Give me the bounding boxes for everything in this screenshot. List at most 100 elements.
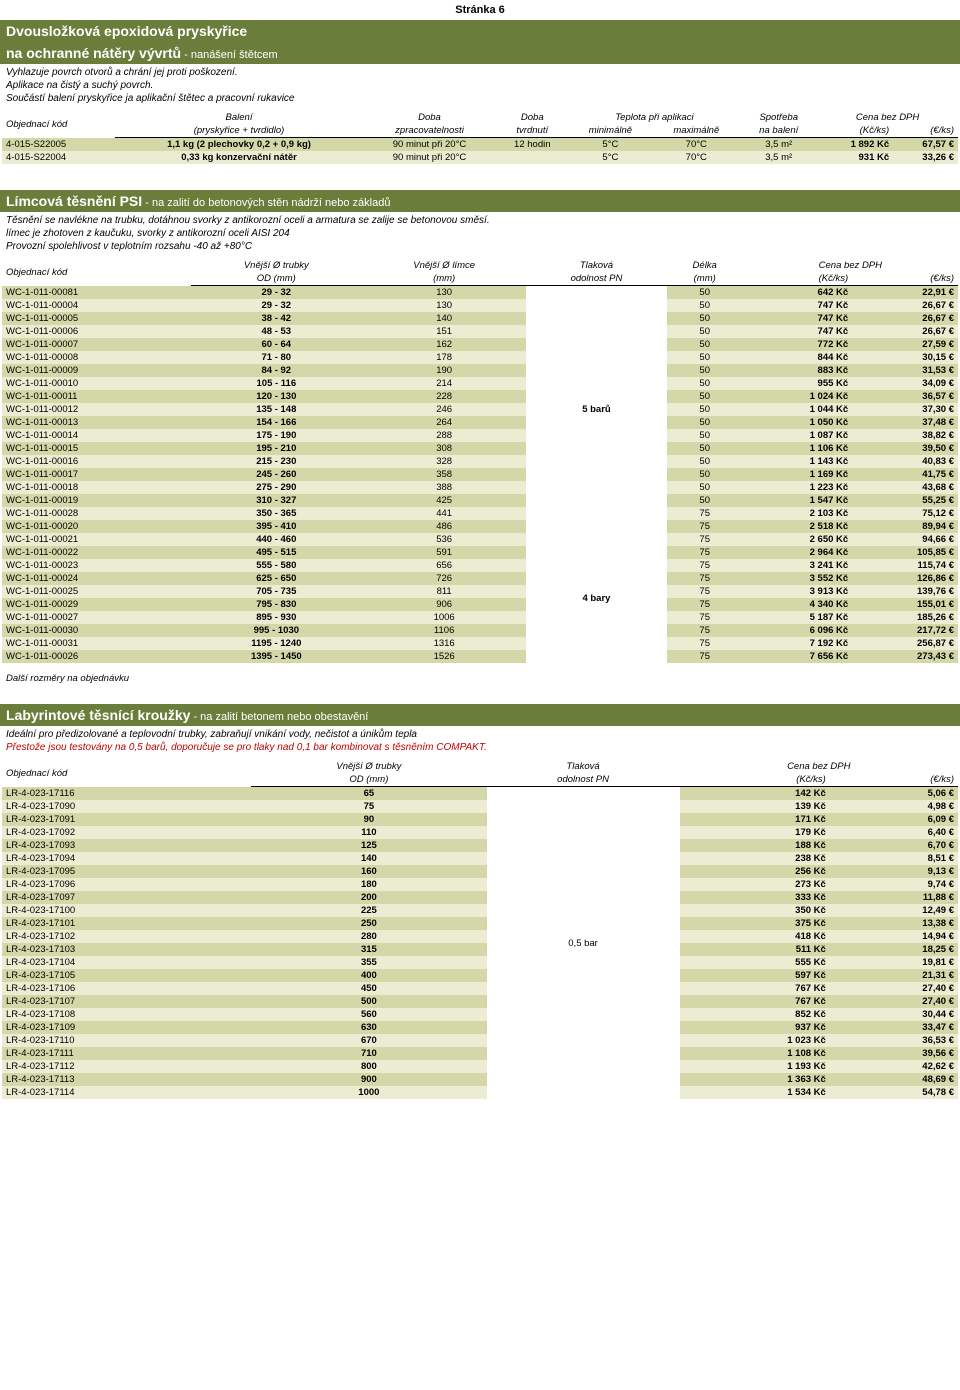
th-od-unit: OD (mm) <box>251 773 486 787</box>
cell-collar: 246 <box>362 403 526 416</box>
cell-kc: 1 193 Kč <box>680 1060 830 1073</box>
cell-code: WC-1-011-00029 <box>2 598 191 611</box>
cell-len: 50 <box>667 429 743 442</box>
table-row: LR-4-023-17109630937 Kč33,47 € <box>2 1021 958 1034</box>
cell-code: LR-4-023-17106 <box>2 982 251 995</box>
cell-eur: 8,51 € <box>830 852 958 865</box>
cell-eur: 126,86 € <box>852 572 958 585</box>
cell-kc: 2 964 Kč <box>743 546 853 559</box>
cell-eur: 94,66 € <box>852 533 958 546</box>
cell-collar: 214 <box>362 377 526 390</box>
cell-code: WC-1-011-00028 <box>2 507 191 520</box>
cell-collar: 1316 <box>362 637 526 650</box>
th-code: Objednací kód <box>2 760 251 787</box>
cell-od: 90 <box>251 813 486 826</box>
cell-code: WC-1-011-00014 <box>2 429 191 442</box>
th-od: Vnější Ø trubky <box>191 259 363 272</box>
cell-eur: 34,09 € <box>852 377 958 390</box>
cell-eur: 33,47 € <box>830 1021 958 1034</box>
cell-eur: 42,62 € <box>830 1060 958 1073</box>
section3-desc: Ideální pro předizolované a teplovodní t… <box>0 726 960 760</box>
cell-collar: 130 <box>362 299 526 312</box>
cell-collar: 656 <box>362 559 526 572</box>
table-row: WC-1-011-00030995 - 10301106756 096 Kč21… <box>2 624 958 637</box>
table-row: WC-1-011-00015195 - 210308501 106 Kč39,5… <box>2 442 958 455</box>
section2-table: Objednací kód Vnější Ø trubky Vnější Ø l… <box>2 259 958 663</box>
table-row: LR-4-023-17116650,5 bar142 Kč5,06 € <box>2 787 958 801</box>
cell-collar: 162 <box>362 338 526 351</box>
cell-kc: 2 650 Kč <box>743 533 853 546</box>
cell-code: WC-1-011-00007 <box>2 338 191 351</box>
th-press-unit: odolnost PN <box>526 272 667 286</box>
table-row: WC-1-011-00011120 - 130228501 024 Kč36,5… <box>2 390 958 403</box>
cell-pressure: 5 barů <box>526 286 667 534</box>
cell-kc: 1 023 Kč <box>680 1034 830 1047</box>
cell-len: 50 <box>667 390 743 403</box>
cell-od: 1000 <box>251 1086 486 1099</box>
cell-len: 50 <box>667 286 743 300</box>
table-header-row: Objednací kód Balení Doba Doba Teplota p… <box>2 111 958 124</box>
th-kc: (Kč/ks) <box>743 272 853 286</box>
cell-eur: 273,43 € <box>852 650 958 663</box>
cell-eur: 5,06 € <box>830 787 958 801</box>
cell-code: LR-4-023-17107 <box>2 995 251 1008</box>
cell-kc: 375 Kč <box>680 917 830 930</box>
cell-eur: 9,74 € <box>830 878 958 891</box>
cell-eur: 13,38 € <box>830 917 958 930</box>
cell-od: 110 <box>251 826 486 839</box>
cell-len: 50 <box>667 299 743 312</box>
cell-collar: 178 <box>362 351 526 364</box>
cell-code: 4-015-S22004 <box>2 151 115 164</box>
cell-od: 450 <box>251 982 486 995</box>
cell-len: 50 <box>667 403 743 416</box>
table-row: WC-1-011-0000760 - 6416250772 Kč27,59 € <box>2 338 958 351</box>
cell-eur: 38,82 € <box>852 429 958 442</box>
cell-kc: 642 Kč <box>743 286 853 300</box>
table-row: LR-4-023-171128001 193 Kč42,62 € <box>2 1060 958 1073</box>
cell-od: 84 - 92 <box>191 364 363 377</box>
table-row: LR-4-023-17092110179 Kč6,40 € <box>2 826 958 839</box>
desc-line: Vyhlazuje povrch otvorů a chrání jej pro… <box>6 66 954 79</box>
section1-title: Dvousložková epoxidová pryskyřice <box>6 23 247 39</box>
cell-kc: 955 Kč <box>743 377 853 390</box>
cell-eur: 12,49 € <box>830 904 958 917</box>
cell-len: 50 <box>667 442 743 455</box>
cell-od: 175 - 190 <box>191 429 363 442</box>
cell-eur: 39,56 € <box>830 1047 958 1060</box>
th-tmin: minimálně <box>569 124 653 138</box>
cell-code: LR-4-023-17100 <box>2 904 251 917</box>
cell-len: 75 <box>667 572 743 585</box>
cell-kc: 188 Kč <box>680 839 830 852</box>
cell-kc: 1 363 Kč <box>680 1073 830 1086</box>
cell-len: 75 <box>667 650 743 663</box>
cell-eur: 27,59 € <box>852 338 958 351</box>
table-row: LR-4-023-171139001 363 Kč48,69 € <box>2 1073 958 1086</box>
table-row: WC-1-011-00023555 - 580656753 241 Kč115,… <box>2 559 958 572</box>
cell-kc: 1 108 Kč <box>680 1047 830 1060</box>
cell-collar: 425 <box>362 494 526 507</box>
cell-eur: 67,57 € <box>893 138 958 152</box>
th-pack: Balení <box>115 111 363 124</box>
cell-eur: 27,40 € <box>830 982 958 995</box>
cell-collar: 906 <box>362 598 526 611</box>
cell-eur: 11,88 € <box>830 891 958 904</box>
table-row: 4-015-S220040,33 kg konzervační nátěr90 … <box>2 151 958 164</box>
th-collar: Vnější Ø límce <box>362 259 526 272</box>
cell-od: 670 <box>251 1034 486 1047</box>
cell-od: 125 <box>251 839 486 852</box>
cell-eur: 6,40 € <box>830 826 958 839</box>
section1-subtitle: na ochranné nátěry vývrtů <box>6 45 181 61</box>
desc-line: Součástí balení pryskyřice ja aplikační … <box>6 92 954 105</box>
table-row: WC-1-011-000261395 - 14501526757 656 Kč2… <box>2 650 958 663</box>
cell-od: 500 <box>251 995 486 1008</box>
table-row: LR-4-023-17107500767 Kč27,40 € <box>2 995 958 1008</box>
cell-kc: 1 547 Kč <box>743 494 853 507</box>
table-row: LR-4-023-17093125188 Kč6,70 € <box>2 839 958 852</box>
cell-pack: 1,1 kg (2 plechovky 0,2 + 0,9 kg) <box>115 138 363 152</box>
table-row: LR-4-023-17095160256 Kč9,13 € <box>2 865 958 878</box>
cell-od: 60 - 64 <box>191 338 363 351</box>
cell-od: 995 - 1030 <box>191 624 363 637</box>
cell-od: 195 - 210 <box>191 442 363 455</box>
cell-len: 50 <box>667 455 743 468</box>
th-price: Cena bez DPH <box>743 259 958 272</box>
